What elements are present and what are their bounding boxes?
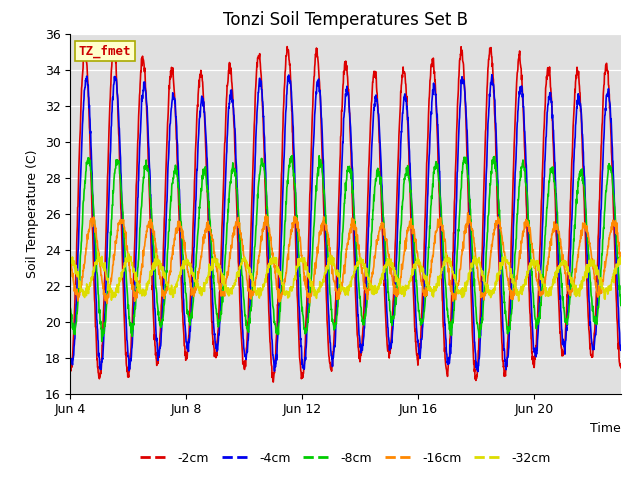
-32cm xyxy=(86,282,93,288)
-2cm xyxy=(617,365,625,371)
Line: -16cm: -16cm xyxy=(70,213,621,303)
-16cm xyxy=(378,220,385,226)
-16cm xyxy=(209,237,216,243)
-2cm xyxy=(110,40,118,46)
-32cm xyxy=(515,298,523,304)
Text: TZ_fmet: TZ_fmet xyxy=(79,44,131,58)
Legend: -2cm, -4cm, -8cm, -16cm, -32cm: -2cm, -4cm, -8cm, -16cm, -32cm xyxy=(135,447,556,469)
-8cm xyxy=(321,201,329,207)
-2cm xyxy=(378,206,385,212)
-32cm xyxy=(209,257,216,263)
-2cm xyxy=(321,240,329,246)
-2cm xyxy=(269,379,277,385)
-8cm xyxy=(98,338,106,344)
-2cm xyxy=(209,331,216,336)
-16cm xyxy=(321,221,328,227)
-4cm xyxy=(523,173,531,179)
Title: Tonzi Soil Temperatures Set B: Tonzi Soil Temperatures Set B xyxy=(223,11,468,29)
-8cm xyxy=(617,302,625,308)
-4cm xyxy=(321,188,328,194)
Text: Time: Time xyxy=(590,422,621,435)
Line: -32cm: -32cm xyxy=(70,252,621,301)
-32cm xyxy=(606,282,614,288)
-8cm xyxy=(86,157,93,163)
-8cm xyxy=(378,190,385,196)
-32cm xyxy=(321,270,328,276)
-16cm xyxy=(606,230,614,236)
-32cm xyxy=(617,255,625,261)
-8cm xyxy=(606,165,614,170)
-4cm xyxy=(86,102,93,108)
-2cm xyxy=(67,365,74,371)
-16cm xyxy=(523,221,531,227)
-16cm xyxy=(86,227,93,233)
Y-axis label: Soil Temperature (C): Soil Temperature (C) xyxy=(26,149,39,278)
Line: -8cm: -8cm xyxy=(70,156,621,341)
-8cm xyxy=(209,254,216,260)
-32cm xyxy=(94,249,102,255)
-16cm xyxy=(464,210,472,216)
-16cm xyxy=(617,257,625,263)
-16cm xyxy=(67,259,74,264)
-4cm xyxy=(606,104,614,110)
-4cm xyxy=(208,287,216,292)
-4cm xyxy=(617,348,625,353)
-4cm xyxy=(474,369,482,374)
Line: -4cm: -4cm xyxy=(70,75,621,372)
-2cm xyxy=(606,112,614,118)
-32cm xyxy=(523,275,531,281)
-2cm xyxy=(523,205,531,211)
Line: -2cm: -2cm xyxy=(70,43,621,382)
-8cm xyxy=(67,305,74,311)
-32cm xyxy=(378,277,385,283)
-4cm xyxy=(67,356,74,361)
-4cm xyxy=(377,161,385,167)
-8cm xyxy=(288,153,296,158)
-8cm xyxy=(523,190,531,195)
-16cm xyxy=(104,300,111,306)
-32cm xyxy=(67,253,74,259)
-2cm xyxy=(86,124,93,130)
-4cm xyxy=(488,72,496,78)
